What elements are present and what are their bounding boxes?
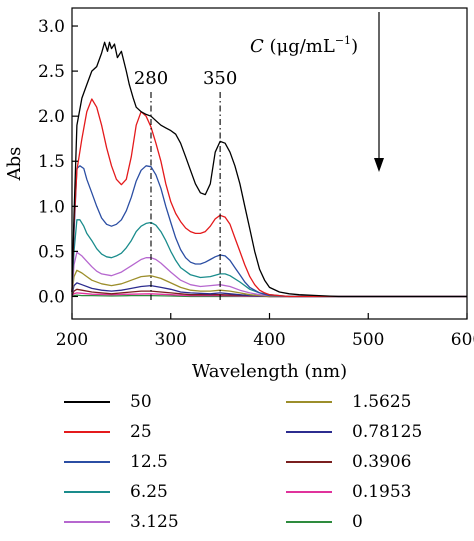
y-axis-label: Abs bbox=[4, 147, 25, 182]
y-tick-label: 2.0 bbox=[38, 107, 65, 127]
legend-item-6.25: 6.25 bbox=[64, 478, 168, 506]
legend-swatch bbox=[64, 521, 110, 523]
y-tick-label: 3.0 bbox=[38, 17, 65, 37]
legend-item-1.5625: 1.5625 bbox=[286, 388, 411, 416]
legend-item-0.1953: 0.1953 bbox=[286, 478, 411, 506]
legend-item-3.125: 3.125 bbox=[64, 508, 179, 536]
legend-swatch bbox=[286, 461, 332, 463]
peak-labels: 280 350 bbox=[134, 68, 237, 89]
legend-label: 25 bbox=[130, 422, 152, 442]
series-line-1.5625 bbox=[71, 269, 467, 298]
plot-lines bbox=[71, 41, 467, 298]
legend-label: 6.25 bbox=[130, 482, 168, 502]
x-tick-label: 200 bbox=[56, 330, 88, 350]
legend-label: 0 bbox=[352, 512, 363, 532]
x-tick-label: 600 bbox=[451, 330, 474, 350]
annotation-c: C bbox=[250, 36, 264, 57]
legend-item-50: 50 bbox=[64, 388, 152, 416]
series-line-3.125 bbox=[71, 251, 467, 298]
y-tick-label: 2.5 bbox=[38, 62, 65, 82]
series-line-25 bbox=[71, 98, 467, 298]
legend-swatch bbox=[64, 461, 110, 463]
legend-swatch bbox=[64, 431, 110, 433]
legend-swatch bbox=[286, 491, 332, 493]
concentration-annotation: C (μg/mL−1) bbox=[250, 34, 358, 57]
annotation-units: (μg/mL bbox=[264, 36, 335, 57]
decreasing-concentration-arrow-icon bbox=[374, 12, 384, 172]
annotation-exponent: −1 bbox=[335, 34, 351, 47]
x-tick-label: 400 bbox=[253, 330, 285, 350]
legend-label: 12.5 bbox=[130, 452, 168, 472]
legend-item-0.3906: 0.3906 bbox=[286, 448, 411, 476]
legend-swatch bbox=[64, 401, 110, 403]
series-line-6.25 bbox=[71, 219, 467, 298]
y-tick-label: 0.0 bbox=[38, 287, 65, 307]
y-tick-label: 1.0 bbox=[38, 197, 65, 217]
legend-label: 0.78125 bbox=[352, 422, 423, 442]
annotation-close: ) bbox=[351, 36, 358, 57]
legend: 50 25 12.5 6.25 3.125 1.5625 0.78125 0.3906 0.19… bbox=[0, 388, 474, 541]
legend-item-25: 25 bbox=[64, 418, 152, 446]
legend-swatch bbox=[64, 491, 110, 493]
y-tick-label: 1.5 bbox=[38, 152, 65, 172]
x-axis-label: Wavelength (nm) bbox=[192, 361, 347, 382]
legend-item-12.5: 12.5 bbox=[64, 448, 168, 476]
peak-label-280: 280 bbox=[134, 68, 168, 89]
uv-vis-absorbance-chart: 200 300 400 500 600 0.0 0.5 1.0 1.5 2.0 2.5 3.0 Abs… bbox=[4, 7, 474, 382]
legend-label: 3.125 bbox=[130, 512, 179, 532]
legend-item-0: 0 bbox=[286, 508, 363, 536]
legend-swatch bbox=[286, 521, 332, 523]
peak-label-350: 350 bbox=[203, 68, 237, 89]
legend-swatch bbox=[286, 431, 332, 433]
legend-swatch bbox=[286, 401, 332, 403]
peak-guide-lines bbox=[150, 92, 221, 300]
series-line-50 bbox=[71, 41, 467, 298]
legend-label: 1.5625 bbox=[352, 392, 412, 412]
x-tick-label: 500 bbox=[352, 330, 384, 350]
legend-label: 0.1953 bbox=[352, 482, 412, 502]
y-tick-label: 0.5 bbox=[38, 242, 65, 262]
x-tick-label: 300 bbox=[155, 330, 187, 350]
legend-label: 0.3906 bbox=[352, 452, 412, 472]
series-line-12.5 bbox=[71, 165, 467, 298]
legend-item-0.78125: 0.78125 bbox=[286, 418, 422, 446]
legend-label: 50 bbox=[130, 392, 152, 412]
axis-ticks: 200 300 400 500 600 0.0 0.5 1.0 1.5 2.0 2.5 3.0 bbox=[38, 17, 474, 350]
